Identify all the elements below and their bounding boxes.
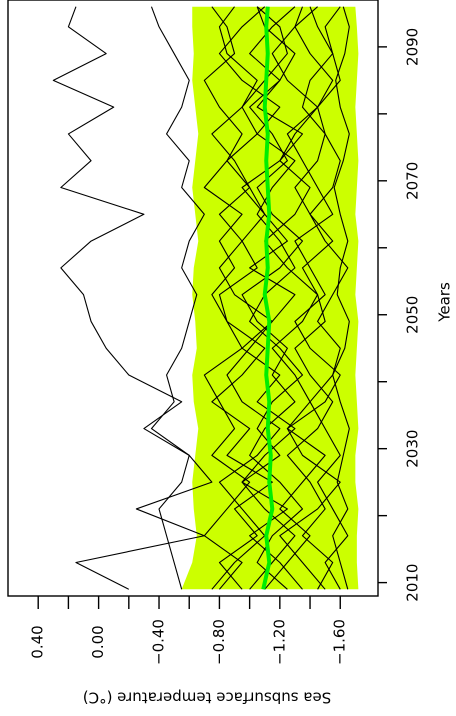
run-line-13 xyxy=(332,6,350,590)
temp-tick-label-4: −1.20 xyxy=(270,619,288,665)
spread-band xyxy=(181,6,359,590)
mean-line xyxy=(261,6,275,590)
run-line-11 xyxy=(279,6,341,590)
axes: 2010 2030 2050 2070 2090 0.40 0.00 −0.40 −0.80 −1… xyxy=(29,28,454,707)
run-line-7 xyxy=(309,6,349,590)
run-line-6 xyxy=(203,6,251,590)
year-tick-label-2090: 2090 xyxy=(404,28,422,66)
year-tick-label-2070: 2070 xyxy=(404,162,422,200)
y-axis-label: Sea subsurface temperature (°C) xyxy=(83,689,332,707)
run-line-10 xyxy=(211,6,281,590)
year-tick-label-2030: 2030 xyxy=(404,430,422,468)
temp-tick-label-5: −1.60 xyxy=(331,619,349,665)
x-axis-label: Years xyxy=(436,282,454,323)
run-line-2 xyxy=(150,6,205,590)
run-line-9 xyxy=(241,6,304,590)
plot-frame xyxy=(7,0,379,597)
temp-tick-label-1: 0.00 xyxy=(89,625,107,658)
run-line-1 xyxy=(52,6,213,590)
temp-tick-label-0: 0.40 xyxy=(29,625,47,658)
run-line-8 xyxy=(264,6,326,590)
run-line-4 xyxy=(211,6,273,590)
temp-tick-label-2: −0.40 xyxy=(150,619,168,665)
year-tick-label-2010: 2010 xyxy=(404,564,422,602)
temp-tick-label-3: −0.80 xyxy=(210,619,228,665)
plot-area xyxy=(52,6,359,590)
year-tick-label-2050: 2050 xyxy=(404,296,422,334)
